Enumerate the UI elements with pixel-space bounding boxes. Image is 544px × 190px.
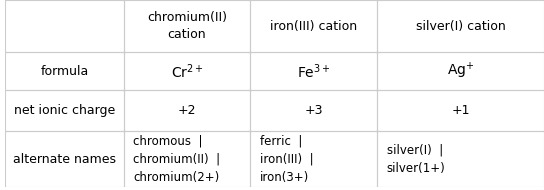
Text: $\mathrm{Cr}^{2+}$: $\mathrm{Cr}^{2+}$: [171, 62, 203, 81]
Text: net ionic charge: net ionic charge: [14, 104, 115, 117]
Text: alternate names: alternate names: [13, 153, 116, 166]
Text: iron(III) cation: iron(III) cation: [270, 20, 357, 33]
Text: +3: +3: [305, 104, 323, 117]
Text: silver(I)  |
silver(1+): silver(I) | silver(1+): [387, 144, 446, 175]
Text: +1: +1: [451, 104, 469, 117]
Text: chromous  |
chromium(II)  |
chromium(2+): chromous | chromium(II) | chromium(2+): [133, 135, 220, 184]
Text: $\mathrm{Ag}^{+}$: $\mathrm{Ag}^{+}$: [447, 61, 474, 81]
Text: silver(I) cation: silver(I) cation: [416, 20, 505, 33]
Text: ferric  |
iron(III)  |
iron(3+): ferric | iron(III) | iron(3+): [260, 135, 314, 184]
Text: chromium(II)
cation: chromium(II) cation: [147, 11, 227, 41]
Text: formula: formula: [40, 65, 89, 78]
Text: $\mathrm{Fe}^{3+}$: $\mathrm{Fe}^{3+}$: [296, 62, 331, 81]
Text: +2: +2: [178, 104, 196, 117]
